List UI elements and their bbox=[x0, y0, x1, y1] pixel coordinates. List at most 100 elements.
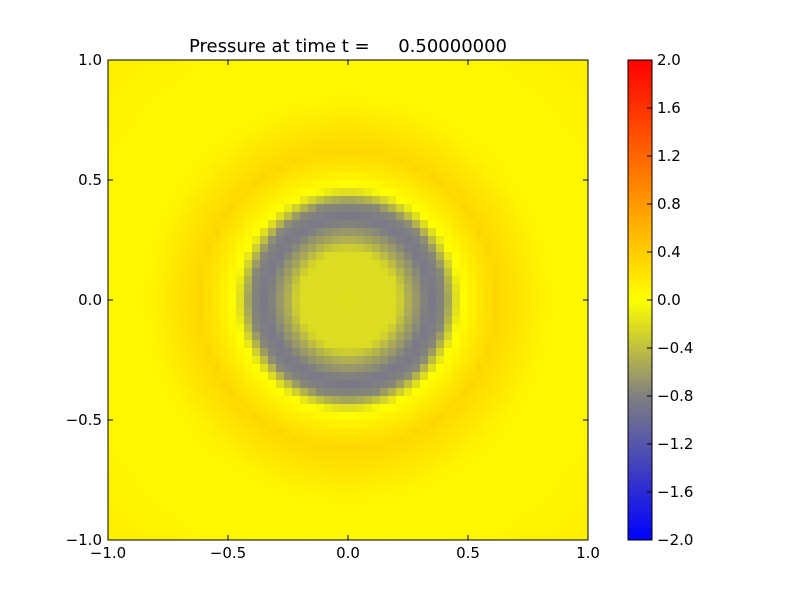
heatmap-cell bbox=[116, 356, 125, 365]
heatmap-cell bbox=[420, 236, 429, 245]
heatmap-cell bbox=[244, 284, 253, 293]
heatmap-cell bbox=[276, 180, 285, 189]
heatmap-cell bbox=[268, 148, 277, 157]
heatmap-cell bbox=[540, 204, 549, 213]
heatmap-cell bbox=[372, 124, 381, 133]
heatmap-cell bbox=[500, 332, 509, 341]
heatmap-cell bbox=[356, 108, 365, 117]
heatmap-cell bbox=[116, 100, 125, 109]
heatmap-cell bbox=[340, 180, 349, 189]
heatmap-cell bbox=[452, 364, 461, 373]
heatmap-cell bbox=[316, 148, 325, 157]
heatmap-cell bbox=[124, 380, 133, 389]
heatmap-cell bbox=[252, 92, 261, 101]
heatmap-cell bbox=[148, 316, 157, 325]
heatmap-cell bbox=[420, 492, 429, 501]
heatmap-cell bbox=[156, 60, 165, 69]
heatmap-cell bbox=[268, 276, 277, 285]
heatmap-cell bbox=[172, 84, 181, 93]
heatmap-cell bbox=[356, 468, 365, 477]
heatmap-cell bbox=[276, 116, 285, 125]
heatmap-cell bbox=[188, 396, 197, 405]
heatmap-cell bbox=[524, 404, 533, 413]
heatmap-cell bbox=[260, 484, 269, 493]
heatmap-cell bbox=[564, 268, 573, 277]
heatmap-cell bbox=[372, 148, 381, 157]
heatmap-cell bbox=[204, 116, 213, 125]
heatmap-cell bbox=[172, 244, 181, 253]
heatmap-cell bbox=[452, 292, 461, 301]
heatmap-cell bbox=[492, 356, 501, 365]
heatmap-cell bbox=[228, 268, 237, 277]
heatmap-cell bbox=[500, 500, 509, 509]
heatmap-cell bbox=[284, 396, 293, 405]
heatmap-cell bbox=[484, 132, 493, 141]
heatmap-cell bbox=[532, 524, 541, 533]
heatmap-cell bbox=[380, 116, 389, 125]
heatmap-cell bbox=[388, 236, 397, 245]
heatmap-cell bbox=[460, 476, 469, 485]
heatmap-cell bbox=[268, 380, 277, 389]
heatmap-cell bbox=[300, 428, 309, 437]
heatmap-cell bbox=[332, 220, 341, 229]
heatmap-cell bbox=[492, 132, 501, 141]
heatmap-cell bbox=[428, 428, 437, 437]
heatmap-cell bbox=[196, 324, 205, 333]
heatmap-cell bbox=[316, 60, 325, 69]
heatmap-cell bbox=[460, 452, 469, 461]
heatmap-cell bbox=[204, 140, 213, 149]
heatmap-cell bbox=[180, 332, 189, 341]
heatmap-cell bbox=[404, 420, 413, 429]
heatmap-cell bbox=[268, 164, 277, 173]
heatmap-cell bbox=[492, 452, 501, 461]
heatmap-cell bbox=[292, 308, 301, 317]
heatmap-cell bbox=[236, 180, 245, 189]
heatmap-cell bbox=[116, 124, 125, 133]
heatmap-cell bbox=[372, 524, 381, 533]
heatmap-cell bbox=[332, 188, 341, 197]
heatmap-cell bbox=[540, 164, 549, 173]
heatmap-cell bbox=[164, 388, 173, 397]
heatmap-cell bbox=[324, 332, 333, 341]
heatmap-cell bbox=[420, 172, 429, 181]
heatmap-cell bbox=[244, 420, 253, 429]
heatmap-cell bbox=[252, 132, 261, 141]
heatmap-cell bbox=[420, 476, 429, 485]
heatmap-cell bbox=[492, 260, 501, 269]
heatmap-cell bbox=[276, 380, 285, 389]
heatmap-cell bbox=[188, 532, 197, 541]
heatmap-cell bbox=[556, 308, 565, 317]
heatmap-cell bbox=[260, 340, 269, 349]
heatmap-cell bbox=[420, 196, 429, 205]
heatmap-cell bbox=[388, 92, 397, 101]
heatmap-cell bbox=[236, 348, 245, 357]
heatmap-cell bbox=[220, 196, 229, 205]
heatmap-cell bbox=[460, 236, 469, 245]
heatmap-cell bbox=[124, 316, 133, 325]
heatmap-cell bbox=[164, 172, 173, 181]
heatmap-cell bbox=[532, 300, 541, 309]
heatmap-cell bbox=[516, 148, 525, 157]
heatmap-cell bbox=[532, 324, 541, 333]
heatmap-cell bbox=[484, 100, 493, 109]
heatmap-cell bbox=[300, 68, 309, 77]
heatmap-cell bbox=[188, 308, 197, 317]
heatmap-cell bbox=[356, 140, 365, 149]
heatmap-cell bbox=[356, 132, 365, 141]
heatmap-cell bbox=[340, 132, 349, 141]
heatmap-cell bbox=[460, 76, 469, 85]
heatmap-cell bbox=[412, 260, 421, 269]
heatmap-cell bbox=[540, 524, 549, 533]
heatmap-cell bbox=[420, 156, 429, 165]
heatmap-cell bbox=[356, 516, 365, 525]
heatmap-cell bbox=[156, 404, 165, 413]
heatmap-cell bbox=[116, 460, 125, 469]
heatmap-cell bbox=[212, 308, 221, 317]
heatmap-cell bbox=[436, 148, 445, 157]
heatmap-cell bbox=[204, 476, 213, 485]
heatmap-cell bbox=[508, 204, 517, 213]
heatmap-cell bbox=[436, 364, 445, 373]
heatmap-cell bbox=[492, 284, 501, 293]
heatmap-cell bbox=[212, 252, 221, 261]
heatmap-cell bbox=[220, 244, 229, 253]
